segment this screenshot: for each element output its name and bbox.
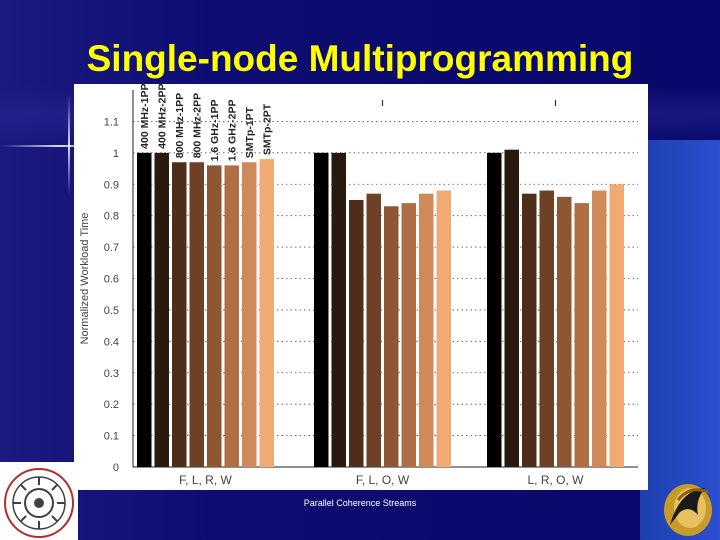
legend-label: 800 MHz-2PP [192,93,204,158]
y-tick-label: 0.5 [104,305,119,317]
bar [539,190,554,467]
x-category-label: F, L, O, W [356,473,410,487]
legend-label: 400 MHz-2PP [157,84,169,149]
bar [172,162,187,467]
bar [609,184,624,467]
y-tick-label: 0.9 [104,179,119,191]
bar [419,193,434,468]
bar [522,193,537,468]
legend-label: SMTp-2PT [262,103,274,155]
y-axis-label: Normalized Workload Time [79,213,91,345]
bar [331,152,346,467]
background-right-panel [640,140,720,540]
bar-chart: 0 0.1 0.2 0.3 0.4 0.5 0.6 0.7 0.8 0.9 1 1.1 Normaliz… [79,84,638,487]
bar [242,162,257,467]
slide-title: Single-node Multiprogramming [86,38,634,79]
bar [574,203,589,467]
bar [436,190,451,467]
footer-text: Parallel Coherence Streams [303,498,417,508]
bar [557,196,572,468]
pegasus-logo [664,484,712,536]
legend-label: SMTp-1PT [244,106,256,158]
y-tick-label: 0.3 [104,368,119,380]
y-tick-label: 0.8 [104,211,119,223]
y-tick-label: 0.2 [104,399,119,411]
legend-label: 800 MHz-1PP [174,93,186,158]
bar [401,203,416,467]
y-tick-label: 0.6 [104,274,119,286]
y-tick-label: 0.7 [104,242,119,254]
y-tick-label: 0.1 [104,431,119,443]
legend-label: 1.6 GHz-1PP [209,100,221,162]
y-tick-label: 1.1 [104,116,119,128]
bar [592,190,607,467]
bar [189,162,204,467]
y-tick-label: 0 [113,462,119,474]
y-tick-label: 1 [113,148,119,160]
bar [314,152,329,467]
legend-label: 1.6 GHz-2PP [227,100,239,162]
legend-label: 400 MHz-1PP [139,84,151,149]
bar [504,149,519,468]
bar [137,152,152,467]
y-tick-label: 0.4 [104,336,119,348]
x-category-label: L, R, O, W [527,473,584,487]
bar [224,165,239,467]
sparkle-vertical [68,95,70,195]
chart-panel: 0 0.1 0.2 0.3 0.4 0.5 0.6 0.7 0.8 0.9 1 1.1 Normaliz… [74,84,648,490]
bar [259,159,274,467]
bar [366,193,381,468]
bar [384,206,399,467]
bar [154,152,169,467]
x-category-label: F, L, R, W [179,473,232,487]
bar [207,165,222,467]
bar [487,152,502,467]
bar [349,199,364,467]
institute-seal-logo [0,462,78,540]
sparkle-horizontal [0,145,120,147]
